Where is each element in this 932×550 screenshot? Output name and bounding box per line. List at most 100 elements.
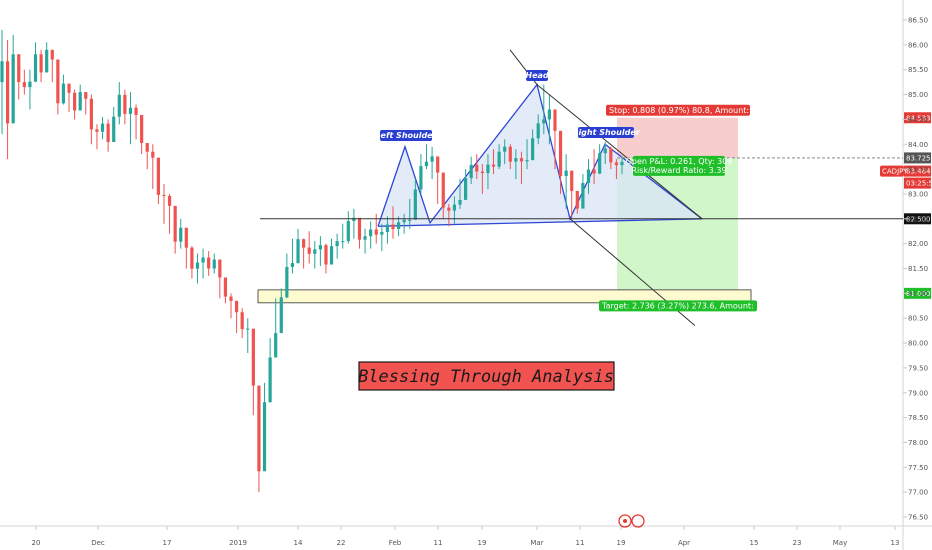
pattern-base-line: [377, 218, 703, 227]
candle-body: [61, 83, 66, 104]
candle-body: [201, 257, 205, 263]
last-price-tag: 83.464: [906, 168, 931, 176]
risk-reward-label: Risk/Reward Ratio: 3.39: [631, 166, 726, 175]
logo-ring-icon: [631, 514, 645, 528]
candle-body: [218, 259, 222, 278]
candle-body: [33, 54, 38, 82]
y-tick-label: 80.00: [908, 340, 928, 348]
candle-body: [396, 222, 401, 229]
candle-body: [402, 219, 406, 223]
candle-body: [207, 257, 211, 269]
candle-body: [525, 160, 529, 162]
candle-body: [89, 98, 93, 130]
candle-body: [45, 49, 49, 73]
symbol-tag: CADJPY: [882, 168, 908, 176]
candle-body: [419, 166, 423, 190]
candle-body: [84, 92, 88, 99]
target-price-tag-bg: [904, 287, 931, 299]
candle-body: [575, 190, 579, 209]
candle-body: [313, 249, 317, 254]
candle-body: [0, 61, 4, 83]
right-shoulder-label-bg: [578, 127, 634, 138]
target-highlight-box: [257, 289, 752, 304]
candle-body: [123, 94, 127, 114]
candle-body: [380, 231, 384, 235]
x-tick-label: 20: [32, 539, 41, 547]
stop-label: Stop: 0.808 (0.97%) 80.8, Amount: 750.33: [609, 106, 780, 115]
candle-body: [95, 129, 99, 132]
logo-icon: [618, 514, 632, 528]
price-axis[interactable]: 86.50 86.00 85.50 85.00 84.50 84.00 83.50 83.00…: [903, 17, 928, 522]
y-tick-label: 84.50: [908, 116, 928, 124]
candle-body: [78, 92, 82, 111]
candle-body: [519, 158, 524, 162]
candle-body: [497, 151, 501, 167]
banner-box: [358, 361, 615, 391]
x-tick-label: May: [833, 539, 847, 547]
y-tick-label: 86.50: [908, 17, 928, 25]
symbol-tag-bg: [880, 165, 904, 177]
candle-body: [140, 114, 144, 144]
last-price-tag-bg: [904, 165, 931, 177]
candle-body: [190, 247, 194, 269]
target-price-tag: 81.000: [906, 290, 931, 298]
left-shoulder-label-bg: [380, 130, 432, 141]
candle-body: [73, 92, 77, 111]
candle-body: [430, 156, 434, 162]
y-tick-label: 76.50: [908, 514, 928, 522]
candle-body: [223, 277, 228, 297]
target-label: Target: 2.736 (3.27%) 273.6, Amount: 184…: [601, 301, 789, 310]
x-tick-label: Mar: [530, 539, 543, 547]
candle-body: [128, 107, 133, 114]
candle-body: [536, 123, 540, 139]
stop-label-bg: [606, 104, 750, 116]
candle-body: [285, 267, 289, 298]
candle-body: [262, 402, 267, 472]
candle-body: [603, 148, 607, 154]
countdown-tag: 03:25:57: [906, 180, 932, 188]
candle-body: [620, 161, 624, 166]
candle-body: [491, 164, 496, 167]
plot-area[interactable]: [0, 0, 903, 526]
y-tick-label: 85.50: [908, 66, 928, 74]
candle-body: [234, 300, 239, 313]
candle-body: [184, 227, 188, 248]
candle-body: [586, 169, 591, 184]
x-tick-label: 19: [617, 539, 626, 547]
y-tick-label: 79.50: [908, 364, 928, 372]
x-tick-label: Dec: [91, 539, 105, 547]
x-tick-label: 15: [750, 539, 759, 547]
candle-body: [609, 148, 613, 163]
candle-body: [156, 157, 160, 195]
candle-body: [173, 205, 177, 242]
candle-body: [553, 109, 557, 131]
x-tick-label: 13: [891, 539, 900, 547]
candle-body: [50, 49, 54, 60]
left-shoulder-label: Left Shoulder: [375, 131, 437, 140]
y-tick-label: 85.00: [908, 91, 928, 99]
candle-body: [240, 312, 244, 330]
x-tick-label: 2019: [229, 539, 247, 547]
time-axis[interactable]: 20 Dec 17 2019 14 22 Feb 11 19 Mar 11 19 Apr 15 23 May 1…: [32, 526, 900, 547]
candle-body: [363, 236, 367, 240]
y-tick-label: 86.00: [908, 41, 928, 49]
candle-body: [564, 170, 568, 177]
candle-body: [547, 109, 551, 120]
target-label-bg: [599, 300, 757, 312]
candle-body: [145, 143, 149, 152]
candle-body: [341, 241, 345, 243]
candle-body: [357, 217, 362, 240]
candle-body: [162, 194, 166, 196]
countdown-tag-bg: [904, 177, 931, 189]
y-tick-label: 82.50: [908, 215, 928, 223]
x-tick-label: 11: [434, 539, 443, 547]
candle-body: [592, 169, 596, 174]
candle-body: [229, 296, 233, 301]
open-pl-label: Open P&L: 0.261, Qty: 309: [626, 157, 733, 166]
x-tick-label: 11: [576, 539, 585, 547]
candle-body: [28, 81, 32, 88]
stop-zone: [617, 117, 738, 158]
entry-price-tag-bg: [904, 152, 931, 164]
pattern-fill: [378, 84, 702, 227]
